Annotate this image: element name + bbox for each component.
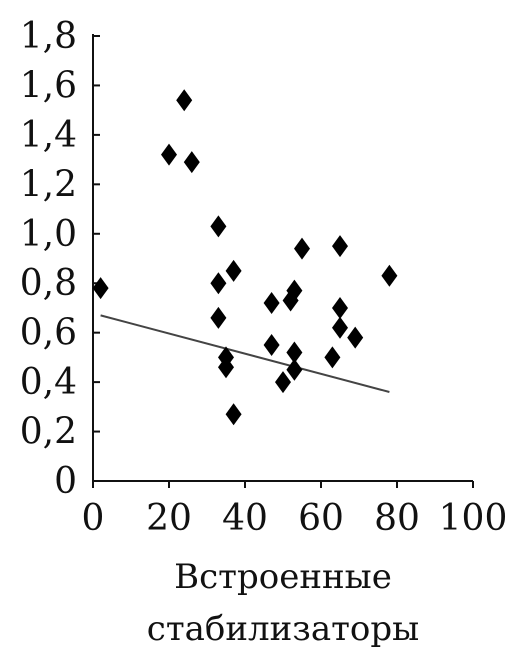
data-point	[275, 371, 291, 394]
x-tick-label: 0	[82, 498, 105, 539]
data-point	[332, 316, 348, 339]
data-point	[294, 237, 310, 260]
tick-labels: 0 0,2 0,4 0,6 0,8 1,0 1,2 1,4 1,6 1,8 0 20 40 60 80 100	[20, 16, 508, 539]
data-point	[225, 403, 242, 426]
data-point	[183, 151, 200, 174]
y-tick-label: 0,2	[20, 412, 77, 453]
x-tick-label: 40	[222, 498, 268, 539]
data-point	[210, 306, 227, 329]
data-point	[176, 89, 193, 112]
data-point	[263, 334, 280, 357]
y-tick-label: 1,8	[20, 16, 77, 57]
trendline	[100, 314, 390, 393]
data-point	[225, 259, 242, 282]
data-point	[210, 272, 227, 295]
data-point	[263, 292, 280, 314]
data-point	[218, 356, 234, 379]
y-tick-label: 0,4	[20, 362, 77, 403]
data-point	[286, 279, 303, 302]
y-tick-label: 1,2	[20, 164, 77, 205]
x-tick-label: 60	[298, 498, 344, 539]
data-point	[347, 326, 364, 349]
data-point	[332, 235, 348, 258]
data-point	[210, 215, 227, 238]
data-point	[381, 264, 398, 287]
x-axis-title-line-1: Встроенные	[174, 557, 392, 597]
y-tick-label: 1,4	[20, 115, 77, 156]
data-point	[286, 341, 303, 364]
y-tick-label: 0	[54, 461, 77, 502]
data-point	[161, 143, 177, 166]
x-tick-label: 100	[439, 498, 508, 539]
x-tick-label: 20	[146, 498, 192, 539]
y-tick-label: 0,8	[20, 263, 77, 304]
y-tick-label: 1,0	[20, 214, 77, 255]
trendline-group	[100, 314, 390, 393]
x-axis-title-line-2: стабилизаторы	[147, 609, 419, 649]
axes	[92, 34, 474, 488]
x-tick-label: 80	[374, 498, 420, 539]
y-tick-label: 1,6	[20, 65, 77, 106]
data-points	[92, 89, 398, 426]
data-point	[332, 296, 348, 319]
data-point	[324, 346, 341, 369]
data-point	[92, 277, 109, 300]
y-tick-label: 0,6	[20, 313, 77, 354]
data-point	[286, 358, 303, 381]
